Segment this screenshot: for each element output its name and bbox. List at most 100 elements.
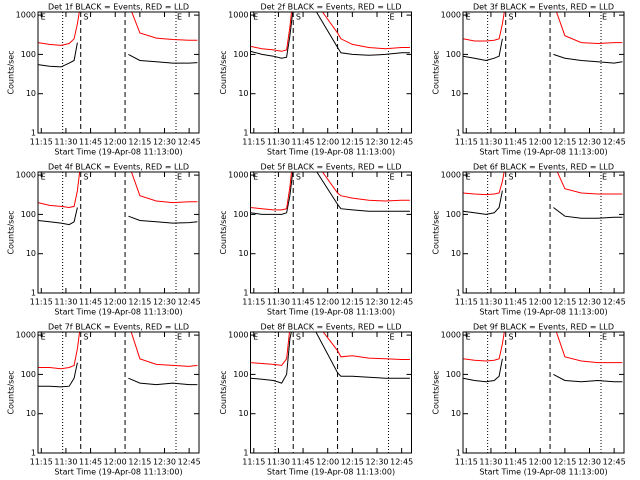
x-axis-label: Start Time (19-Apr-08 11:13:00) xyxy=(267,308,395,317)
x-tick-label: 12:45 xyxy=(178,298,201,307)
panel: Det 7f BLACK = Events, RED = LLD Start Ti… xyxy=(7,323,201,477)
y-axis-label: Counts/sec xyxy=(219,50,228,94)
x-axis-label: Start Time (19-Apr-08 11:13:00) xyxy=(267,148,395,157)
y-tick-label: 1000 xyxy=(441,171,461,180)
series-line xyxy=(250,172,410,215)
x-tick-label: 11:45 xyxy=(504,138,527,147)
y-tick-label: 10 xyxy=(26,249,36,258)
x-tick-label: 12:45 xyxy=(178,458,201,467)
series-line xyxy=(463,38,623,64)
x-tick-label: 12:00 xyxy=(529,298,552,307)
y-tick-label: 100 xyxy=(446,210,461,219)
event-marker: S xyxy=(508,173,513,182)
x-tick-label: 11:30 xyxy=(54,298,77,307)
panel: Det 1f BLACK = Events, RED = LLD Start Ti… xyxy=(7,3,201,157)
x-tick-label: 11:15 xyxy=(30,298,53,307)
x-tick-label: 12:00 xyxy=(316,458,339,467)
plot-frame xyxy=(462,11,625,134)
x-tick-label: 12:15 xyxy=(128,458,151,467)
x-tick-label: 12:45 xyxy=(603,458,626,467)
event-marker: E xyxy=(602,13,607,22)
x-tick-label: 12:30 xyxy=(153,298,176,307)
event-marker: E xyxy=(602,173,607,182)
y-tick-label: 1000 xyxy=(16,171,36,180)
x-tick-label: 12:00 xyxy=(104,458,127,467)
event-marker: E xyxy=(466,173,471,182)
event-marker: E xyxy=(253,173,258,182)
panel-title: Det 2f BLACK = Events, RED = LLD xyxy=(260,3,401,12)
x-tick-label: 12:45 xyxy=(390,298,413,307)
plot-frame xyxy=(250,331,412,454)
event-marker: E xyxy=(177,333,182,342)
y-axis-label: Counts/sec xyxy=(219,370,228,414)
x-tick-label: 12:00 xyxy=(529,138,552,147)
x-tick-label: 11:15 xyxy=(455,458,478,467)
y-tick-label: 100 xyxy=(21,210,36,219)
y-axis-label: Counts/sec xyxy=(219,210,228,254)
x-tick-label: 11:45 xyxy=(292,298,315,307)
series-line xyxy=(38,332,198,370)
event-marker: S xyxy=(83,333,88,342)
event-marker: S xyxy=(296,333,301,342)
y-tick-label: 10 xyxy=(26,89,36,98)
x-tick-label: 11:30 xyxy=(54,138,77,147)
panel: Det 2f BLACK = Events, RED = LLD Start Ti… xyxy=(219,3,413,157)
event-marker: E xyxy=(602,333,607,342)
y-tick-label: 1000 xyxy=(441,11,461,20)
event-marker: E xyxy=(390,173,395,182)
event-marker: E xyxy=(390,333,395,342)
x-tick-label: 11:45 xyxy=(292,458,315,467)
event-marker: E xyxy=(41,173,46,182)
x-tick-label: 11:45 xyxy=(79,138,102,147)
y-tick-label: 100 xyxy=(21,50,36,59)
panel: Det 8f BLACK = Events, RED = LLD Start Ti… xyxy=(219,323,413,477)
event-marker: E xyxy=(390,13,395,22)
y-tick-label: 10 xyxy=(238,89,248,98)
x-tick-label: 12:45 xyxy=(603,298,626,307)
x-axis-label: Start Time (19-Apr-08 11:13:00) xyxy=(267,468,395,477)
y-tick-label: 100 xyxy=(446,370,461,379)
event-marker: S xyxy=(508,13,513,22)
plot-frame xyxy=(37,171,200,294)
x-tick-label: 11:45 xyxy=(504,458,527,467)
event-marker: E xyxy=(177,13,182,22)
x-tick-label: 11:30 xyxy=(267,138,290,147)
series-line xyxy=(38,362,198,388)
event-marker: E xyxy=(253,333,258,342)
y-tick-label: 1 xyxy=(31,129,36,138)
panel: Det 9f BLACK = Events, RED = LLD Start Ti… xyxy=(432,323,626,477)
x-axis-label: Start Time (19-Apr-08 11:13:00) xyxy=(54,148,182,157)
x-tick-label: 11:15 xyxy=(30,458,53,467)
event-marker: S xyxy=(508,333,513,342)
series-line xyxy=(250,12,410,52)
x-tick-label: 12:00 xyxy=(104,138,127,147)
x-tick-label: 12:30 xyxy=(365,138,388,147)
series-line xyxy=(463,332,623,364)
event-marker: E xyxy=(466,333,471,342)
x-tick-label: 12:15 xyxy=(128,298,151,307)
y-tick-label: 10 xyxy=(238,249,248,258)
event-marker: E xyxy=(177,173,182,182)
panel-title: Det 5f BLACK = Events, RED = LLD xyxy=(260,163,401,172)
x-tick-label: 11:30 xyxy=(267,458,290,467)
x-tick-label: 12:15 xyxy=(553,298,576,307)
y-tick-label: 10 xyxy=(451,249,461,258)
x-tick-label: 12:15 xyxy=(128,138,151,147)
series-line xyxy=(38,172,198,209)
x-axis-label: Start Time (19-Apr-08 11:13:00) xyxy=(479,148,607,157)
x-tick-label: 11:15 xyxy=(455,138,478,147)
y-tick-label: 1000 xyxy=(228,11,248,20)
event-marker: E xyxy=(41,333,46,342)
x-tick-label: 12:45 xyxy=(603,138,626,147)
y-tick-label: 10 xyxy=(26,409,36,418)
x-tick-label: 11:15 xyxy=(30,138,53,147)
y-tick-label: 1 xyxy=(456,129,461,138)
x-tick-label: 11:45 xyxy=(292,138,315,147)
y-axis-label: Counts/sec xyxy=(432,50,441,94)
y-tick-label: 1000 xyxy=(16,331,36,340)
x-tick-label: 12:15 xyxy=(341,298,364,307)
series-line xyxy=(38,207,198,226)
x-tick-label: 11:30 xyxy=(267,298,290,307)
plot-frame xyxy=(37,331,200,454)
series-line xyxy=(250,12,410,59)
